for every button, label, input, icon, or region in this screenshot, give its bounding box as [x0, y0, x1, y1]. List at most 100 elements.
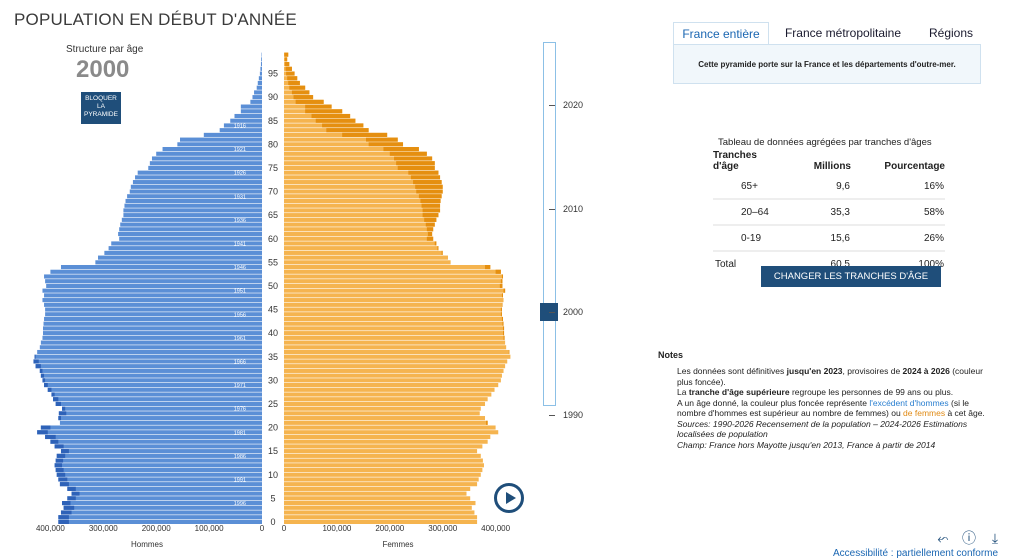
- female-excess-bar: [285, 62, 290, 67]
- age-tick-label: 85: [268, 116, 278, 126]
- male-bar: [44, 383, 262, 388]
- slider-label-2010: 2010: [563, 204, 584, 214]
- share-icon[interactable]: ⬿: [937, 530, 949, 546]
- info-icon[interactable]: ⓘ: [962, 530, 976, 546]
- male-excess-bar: [44, 383, 48, 388]
- male-excess-bar: [53, 397, 59, 402]
- female-bar: [284, 269, 501, 274]
- female-bar: [284, 340, 506, 345]
- male-bar: [33, 359, 262, 364]
- male-excess-bar: [59, 482, 69, 487]
- year-slider-track[interactable]: [543, 42, 556, 406]
- female-bar: [284, 491, 467, 496]
- tab-france-metropolitaine[interactable]: France métropolitaine: [784, 26, 902, 40]
- male-bar: [58, 519, 263, 524]
- female-excess-bar: [500, 312, 502, 317]
- change-age-ranges-button[interactable]: CHANGER LES TRANCHES D'ÂGE: [761, 266, 941, 287]
- male-excess-bar: [58, 416, 61, 421]
- female-bar: [284, 397, 488, 402]
- female-bar: [284, 430, 499, 435]
- female-excess-bar: [342, 132, 388, 137]
- female-bar: [284, 449, 478, 454]
- female-bar: [284, 231, 433, 237]
- female-bar: [284, 156, 433, 161]
- male-bar: [55, 458, 262, 463]
- accessibility-link[interactable]: Accessibilité : partiellement conforme: [833, 548, 999, 559]
- female-bar: [284, 354, 511, 359]
- table-row-total: Total 60,5 100%: [713, 251, 945, 276]
- male-bar: [56, 472, 262, 477]
- play-icon[interactable]: [494, 483, 524, 513]
- x-tick-right: 400,000: [481, 524, 510, 533]
- slider-label-2020: 2020: [563, 100, 584, 110]
- female-excess-bar: [422, 213, 439, 218]
- male-bar: [53, 397, 262, 402]
- male-bar: [119, 236, 262, 241]
- female-bar: [284, 279, 503, 284]
- birth-year-label: 1971: [234, 383, 246, 389]
- birth-year-label: 1966: [234, 360, 246, 366]
- female-bar: [284, 359, 508, 364]
- male-bar: [124, 203, 263, 208]
- female-bar: [284, 472, 481, 477]
- male-excess-bar: [63, 505, 75, 510]
- female-excess-bar: [501, 293, 504, 298]
- male-bar: [45, 312, 262, 317]
- male-bar: [34, 354, 262, 359]
- female-bar: [284, 175, 441, 180]
- note-line: La tranche d'âge supérieure regroupe les…: [677, 387, 954, 397]
- tab-france-entiere[interactable]: France entière: [673, 22, 769, 46]
- male-bar: [137, 170, 262, 175]
- female-bar: [284, 392, 492, 397]
- row-range: 0-19: [713, 225, 777, 252]
- female-bar: [284, 387, 495, 392]
- male-bar: [121, 217, 262, 222]
- row-millions: 15,6: [777, 225, 851, 252]
- female-bar: [284, 147, 419, 152]
- male-excess-bar: [58, 519, 69, 524]
- male-bar: [123, 208, 262, 213]
- male-bar: [98, 255, 262, 260]
- female-excess-bar: [383, 147, 419, 152]
- male-bar: [42, 335, 263, 340]
- note-line: Les données sont définitives jusqu'en 20…: [677, 366, 983, 387]
- male-bar: [223, 123, 262, 128]
- male-bar: [123, 213, 262, 218]
- x-tick-right: 100,000: [322, 524, 351, 533]
- age-tick-label: 20: [268, 423, 278, 433]
- female-excess-bar: [418, 194, 442, 199]
- male-bar: [151, 156, 262, 161]
- header-pourcentage: Pourcentage: [884, 161, 945, 172]
- age-tick-label: 70: [268, 187, 278, 197]
- male-bar: [257, 80, 262, 86]
- female-bar: [284, 227, 434, 232]
- tab-regions[interactable]: Régions: [928, 26, 974, 40]
- female-excess-bar: [500, 307, 502, 312]
- male-excess-bar: [60, 449, 69, 454]
- x-tick-right: 300,000: [428, 524, 457, 533]
- male-excess-bar: [56, 472, 66, 477]
- male-bar: [250, 99, 262, 104]
- male-bar: [60, 265, 263, 270]
- row-millions: 35,3: [777, 199, 851, 226]
- female-excess-bar: [424, 217, 437, 222]
- male-bar: [63, 505, 262, 510]
- male-bar: [254, 90, 262, 95]
- female-excess-bar: [293, 95, 314, 100]
- age-tick-label: 25: [268, 399, 278, 409]
- female-excess-bar: [368, 142, 404, 147]
- female-excess-bar: [415, 184, 443, 189]
- female-excess-bar: [289, 85, 306, 90]
- birth-year-label: 1946: [234, 265, 246, 271]
- female-excess-bar: [502, 321, 504, 326]
- lock-pyramid-button[interactable]: BLOQUER LA PYRAMIDE: [81, 92, 121, 124]
- female-bar: [284, 416, 486, 421]
- female-excess-bar: [326, 128, 369, 133]
- female-bar: [284, 453, 481, 458]
- female-excess-bar: [410, 175, 441, 180]
- download-icon[interactable]: ⤓: [991, 530, 999, 546]
- female-excess-bar: [425, 222, 435, 227]
- female-bar: [284, 519, 478, 524]
- female-bar: [284, 401, 486, 406]
- male-excess-bar: [37, 430, 48, 435]
